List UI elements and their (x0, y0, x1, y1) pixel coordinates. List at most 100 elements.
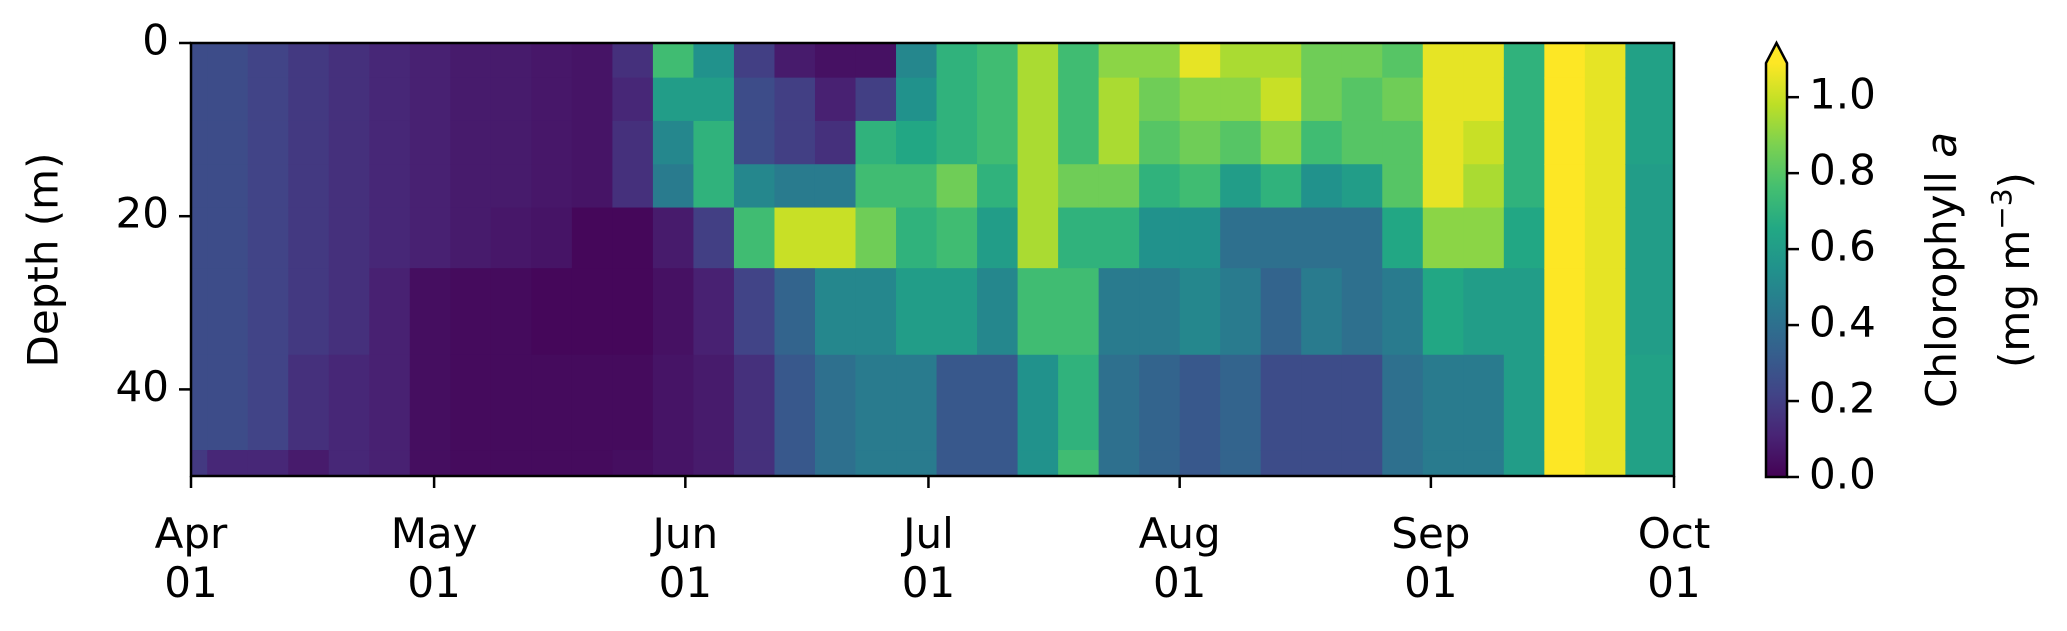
heatmap-cell (1179, 268, 1221, 356)
heatmap-cell (490, 120, 532, 165)
x-tick-label-line: 01 (164, 558, 217, 607)
colorbar-tick-label: 0.4 (1809, 298, 1876, 347)
heatmap-cell (207, 164, 249, 209)
heatmap-cell (247, 354, 289, 451)
heatmap-cell (450, 450, 492, 477)
heatmap-cell (1382, 450, 1424, 477)
heatmap-cell (1503, 268, 1545, 356)
heatmap-cell (288, 354, 330, 451)
colorbar-units: (mg m−3) (1985, 172, 2039, 368)
colorbar-label-text: Chlorophyll (1917, 171, 1966, 408)
heatmap-cell (693, 207, 735, 269)
heatmap-cell (288, 450, 330, 477)
heatmap-cell (1625, 450, 1675, 477)
heatmap-cell (1625, 207, 1675, 269)
heatmap-cell (814, 354, 857, 451)
heatmap-cell (1139, 268, 1181, 356)
heatmap-cell (1463, 120, 1505, 165)
heatmap-cell (328, 354, 370, 451)
heatmap-cell (1139, 120, 1181, 165)
heatmap-cell (652, 268, 695, 356)
heatmap-cell (1544, 43, 1586, 79)
heatmap-cell (1260, 43, 1302, 79)
heatmap-cell (977, 120, 1019, 165)
heatmap-cell (409, 354, 451, 451)
heatmap-cell (977, 207, 1019, 269)
heatmap-cell (652, 120, 695, 165)
heatmap-cell (191, 354, 208, 451)
heatmap-cell (1179, 207, 1221, 269)
heatmap-cell (936, 120, 978, 165)
x-tick-label-line: 01 (1153, 558, 1206, 607)
heatmap-cell (652, 43, 695, 79)
heatmap-cell (1625, 77, 1675, 122)
heatmap-cell (1584, 450, 1626, 477)
heatmap-cell (531, 164, 573, 209)
heatmap-cell (207, 354, 249, 451)
heatmap-cell (1544, 354, 1586, 451)
heatmap-cell (1220, 207, 1262, 269)
heatmap-cell (896, 354, 938, 451)
heatmap-cell (1341, 120, 1383, 165)
heatmap-cell (247, 207, 289, 269)
heatmap-cell (774, 164, 816, 209)
heatmap-cell (855, 120, 897, 165)
heatmap-cell (1260, 120, 1302, 165)
heatmap-cell (612, 268, 654, 356)
heatmap-cell (1463, 450, 1505, 477)
heatmap-cell (571, 268, 613, 356)
heatmap-cell (531, 268, 573, 356)
heatmap-cell (450, 207, 492, 269)
plot-frame (189, 41, 1676, 478)
heatmap-cell (490, 450, 532, 477)
heatmap-cell (1139, 354, 1181, 451)
heatmap-cell (1220, 268, 1262, 356)
heatmap-cell (774, 268, 816, 356)
heatmap-cell (1422, 77, 1464, 122)
heatmap-cell (328, 164, 370, 209)
heatmap-cell (328, 450, 370, 477)
heatmap-cell (571, 207, 613, 269)
heatmap-cell (1544, 120, 1586, 165)
heatmap-cell (1463, 43, 1505, 79)
heatmap-cell (1058, 43, 1100, 79)
heatmap-cell (1179, 120, 1221, 165)
heatmap-cell (1584, 77, 1626, 122)
y-tick-label: 0 (142, 16, 169, 65)
heatmap-cell (288, 207, 330, 269)
heatmap-cell (490, 207, 532, 269)
x-tick-label: Jun 01 (650, 509, 719, 607)
heatmap-cell (693, 43, 735, 79)
heatmap-cell (1017, 268, 1059, 356)
heatmap-cell (1098, 207, 1140, 269)
heatmap-cell (1625, 43, 1675, 79)
heatmap-cell (1584, 268, 1626, 356)
heatmap-cell (1301, 43, 1343, 79)
heatmap-cell (612, 77, 654, 122)
heatmap-cell (1017, 354, 1059, 451)
heatmap-cell (1584, 207, 1626, 269)
heatmap-cell (369, 77, 411, 122)
heatmap-cell (450, 268, 492, 356)
heatmap-cell (896, 43, 938, 79)
heatmap-cell (774, 354, 816, 451)
heatmap-cell (693, 164, 735, 209)
heatmap-cell (1260, 268, 1302, 356)
heatmap-cell (774, 43, 816, 79)
heatmap-cell (1382, 77, 1424, 122)
x-tick-label-line: 01 (1404, 558, 1457, 607)
heatmap-cell (409, 77, 451, 122)
heatmap-cell (531, 354, 573, 451)
heatmap-cell (247, 164, 289, 209)
heatmap-cell (1544, 450, 1586, 477)
heatmap-cell (450, 164, 492, 209)
heatmap-cell (1503, 164, 1545, 209)
heatmap-cell (1179, 164, 1221, 209)
x-tick-label-line: Sep (1391, 509, 1470, 558)
x-tick-label-line: Aug (1139, 509, 1221, 558)
colorbar-tick-label: 0.6 (1809, 222, 1876, 271)
heatmap-cell (652, 77, 695, 122)
heatmap-cell (288, 268, 330, 356)
heatmap-cell (1625, 120, 1675, 165)
